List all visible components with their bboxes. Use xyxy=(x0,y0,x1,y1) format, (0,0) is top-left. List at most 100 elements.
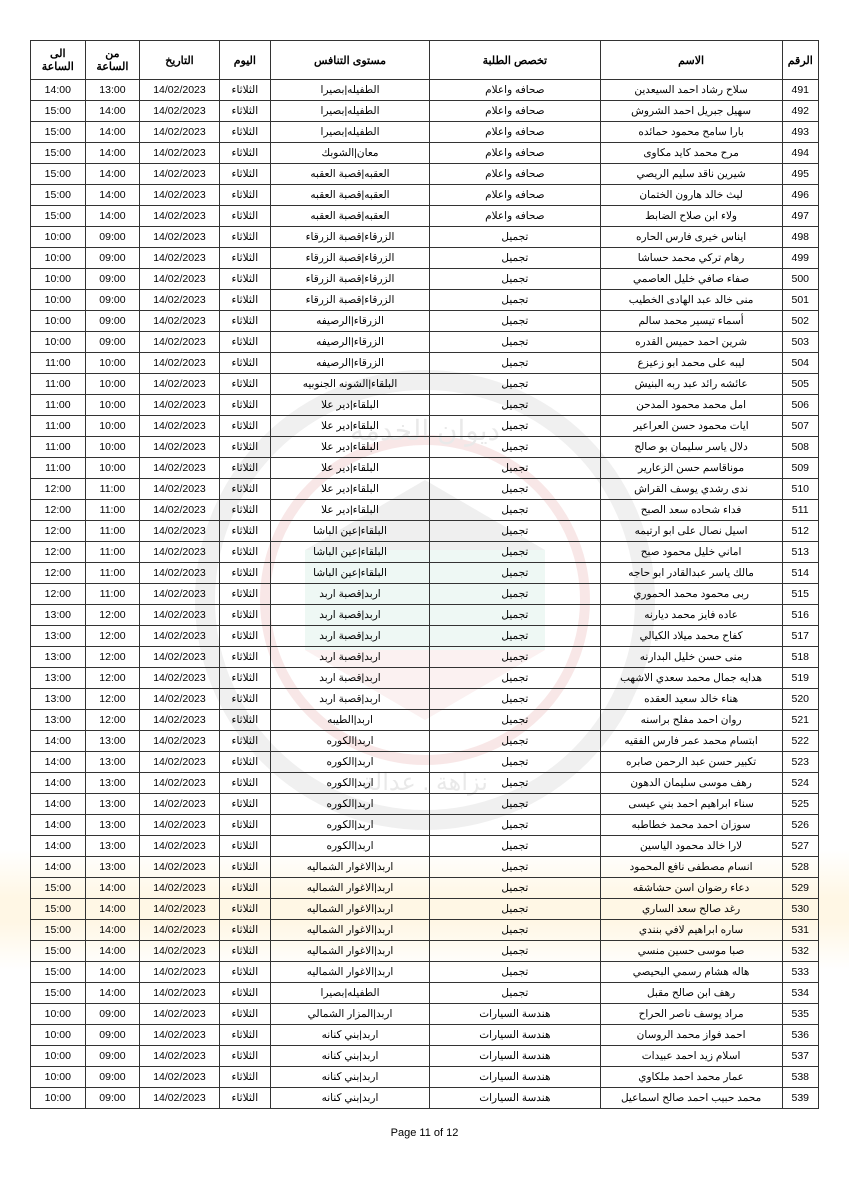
cell-to: 15:00 xyxy=(31,101,86,122)
cell-spec: تجميل xyxy=(430,521,601,542)
cell-from: 14:00 xyxy=(85,899,140,920)
header-num: الرقم xyxy=(782,41,818,80)
table-row: 505عائشه رائد عبد ربه البنيشتجميلالبلقاء… xyxy=(31,374,819,395)
cell-date: 14/02/2023 xyxy=(140,899,220,920)
cell-spec: تجميل xyxy=(430,668,601,689)
cell-level: الزرقاء|قصبة الزرقاء xyxy=(270,248,429,269)
cell-date: 14/02/2023 xyxy=(140,773,220,794)
cell-name: احمد فواز محمد الروسان xyxy=(600,1025,782,1046)
cell-from: 14:00 xyxy=(85,920,140,941)
cell-level: الطفيله|بصيرا xyxy=(270,101,429,122)
cell-spec: تجميل xyxy=(430,269,601,290)
cell-day: الثلاثاء xyxy=(219,290,270,311)
cell-level: الزرقاء|الرصيفه xyxy=(270,311,429,332)
cell-day: الثلاثاء xyxy=(219,80,270,101)
cell-name: محمد حبيب احمد صالح اسماعيل xyxy=(600,1088,782,1109)
cell-name: صبا موسى حسين منسي xyxy=(600,941,782,962)
cell-num: 497 xyxy=(782,206,818,227)
cell-level: اربد|الكوره xyxy=(270,752,429,773)
cell-from: 11:00 xyxy=(85,542,140,563)
cell-name: فداء شحاده سعد الصبح xyxy=(600,500,782,521)
cell-from: 13:00 xyxy=(85,815,140,836)
cell-day: الثلاثاء xyxy=(219,458,270,479)
cell-date: 14/02/2023 xyxy=(140,668,220,689)
cell-name: صفاء صافي خليل العاصمي xyxy=(600,269,782,290)
cell-day: الثلاثاء xyxy=(219,353,270,374)
cell-spec: تجميل xyxy=(430,815,601,836)
cell-num: 523 xyxy=(782,752,818,773)
cell-spec: تجميل xyxy=(430,941,601,962)
cell-spec: تجميل xyxy=(430,500,601,521)
cell-day: الثلاثاء xyxy=(219,962,270,983)
cell-level: البلقاء|دير علا xyxy=(270,437,429,458)
cell-day: الثلاثاء xyxy=(219,794,270,815)
cell-level: اربد|الكوره xyxy=(270,794,429,815)
cell-level: اربد|الكوره xyxy=(270,731,429,752)
cell-level: الزرقاء|قصبة الزرقاء xyxy=(270,290,429,311)
cell-date: 14/02/2023 xyxy=(140,290,220,311)
cell-date: 14/02/2023 xyxy=(140,353,220,374)
cell-to: 12:00 xyxy=(31,479,86,500)
cell-to: 12:00 xyxy=(31,542,86,563)
cell-spec: تجميل xyxy=(430,395,601,416)
cell-level: اربد|بني كنانه xyxy=(270,1088,429,1109)
cell-day: الثلاثاء xyxy=(219,752,270,773)
cell-day: الثلاثاء xyxy=(219,563,270,584)
cell-to: 13:00 xyxy=(31,668,86,689)
cell-num: 516 xyxy=(782,605,818,626)
cell-from: 12:00 xyxy=(85,689,140,710)
cell-level: اربد|الكوره xyxy=(270,836,429,857)
cell-spec: صحافه واعلام xyxy=(430,122,601,143)
table-row: 527لارا خالد محمود الياسينتجميلاربد|الكو… xyxy=(31,836,819,857)
cell-from: 14:00 xyxy=(85,941,140,962)
cell-spec: تجميل xyxy=(430,752,601,773)
cell-date: 14/02/2023 xyxy=(140,794,220,815)
cell-num: 499 xyxy=(782,248,818,269)
cell-date: 14/02/2023 xyxy=(140,311,220,332)
cell-name: هاله هشام رسمي البحيصي xyxy=(600,962,782,983)
cell-to: 11:00 xyxy=(31,374,86,395)
schedule-table: الرقم الاسم تخصص الطلبة مستوى التنافس ال… xyxy=(30,40,819,1109)
cell-to: 13:00 xyxy=(31,647,86,668)
cell-to: 10:00 xyxy=(31,269,86,290)
cell-num: 501 xyxy=(782,290,818,311)
cell-from: 11:00 xyxy=(85,584,140,605)
cell-level: اربد|الاغوار الشماليه xyxy=(270,878,429,899)
cell-level: البلقاء|دير علا xyxy=(270,416,429,437)
cell-spec: تجميل xyxy=(430,710,601,731)
cell-date: 14/02/2023 xyxy=(140,269,220,290)
table-row: 531ساره ابراهيم لافي بننديتجميلاربد|الاغ… xyxy=(31,920,819,941)
cell-day: الثلاثاء xyxy=(219,206,270,227)
header-name: الاسم xyxy=(600,41,782,80)
cell-num: 537 xyxy=(782,1046,818,1067)
table-row: 523تكبير حسن عبد الرحمن صابرهتجميلاربد|ا… xyxy=(31,752,819,773)
cell-name: ليث خالد هارون الختمان xyxy=(600,185,782,206)
cell-name: رهام تركي محمد حساشا xyxy=(600,248,782,269)
table-row: 526سوزان احمد محمد خطاطبهتجميلاربد|الكور… xyxy=(31,815,819,836)
cell-name: رهف ابن صالح مقبل xyxy=(600,983,782,1004)
cell-date: 14/02/2023 xyxy=(140,584,220,605)
cell-num: 514 xyxy=(782,563,818,584)
cell-name: شيرين ناقد سليم الريصي xyxy=(600,164,782,185)
cell-date: 14/02/2023 xyxy=(140,458,220,479)
cell-name: منى خالد عبد الهادى الخطيب xyxy=(600,290,782,311)
cell-to: 12:00 xyxy=(31,563,86,584)
cell-from: 10:00 xyxy=(85,395,140,416)
cell-spec: تجميل xyxy=(430,311,601,332)
cell-spec: تجميل xyxy=(430,479,601,500)
cell-date: 14/02/2023 xyxy=(140,542,220,563)
cell-date: 14/02/2023 xyxy=(140,836,220,857)
cell-spec: تجميل xyxy=(430,416,601,437)
cell-num: 493 xyxy=(782,122,818,143)
table-row: 525سناء ابراهيم احمد بني عيسىتجميلاربد|ا… xyxy=(31,794,819,815)
cell-to: 10:00 xyxy=(31,1067,86,1088)
header-day: اليوم xyxy=(219,41,270,80)
cell-date: 14/02/2023 xyxy=(140,101,220,122)
cell-spec: تجميل xyxy=(430,542,601,563)
cell-day: الثلاثاء xyxy=(219,878,270,899)
cell-name: عمار محمد احمد ملكاوي xyxy=(600,1067,782,1088)
table-row: 529دعاء رضوان اسن حشاشقهتجميلاربد|الاغوا… xyxy=(31,878,819,899)
cell-from: 14:00 xyxy=(85,878,140,899)
table-row: 491سلاح رشاد احمد السيعدينصحافه واعلامال… xyxy=(31,80,819,101)
cell-spec: تجميل xyxy=(430,437,601,458)
